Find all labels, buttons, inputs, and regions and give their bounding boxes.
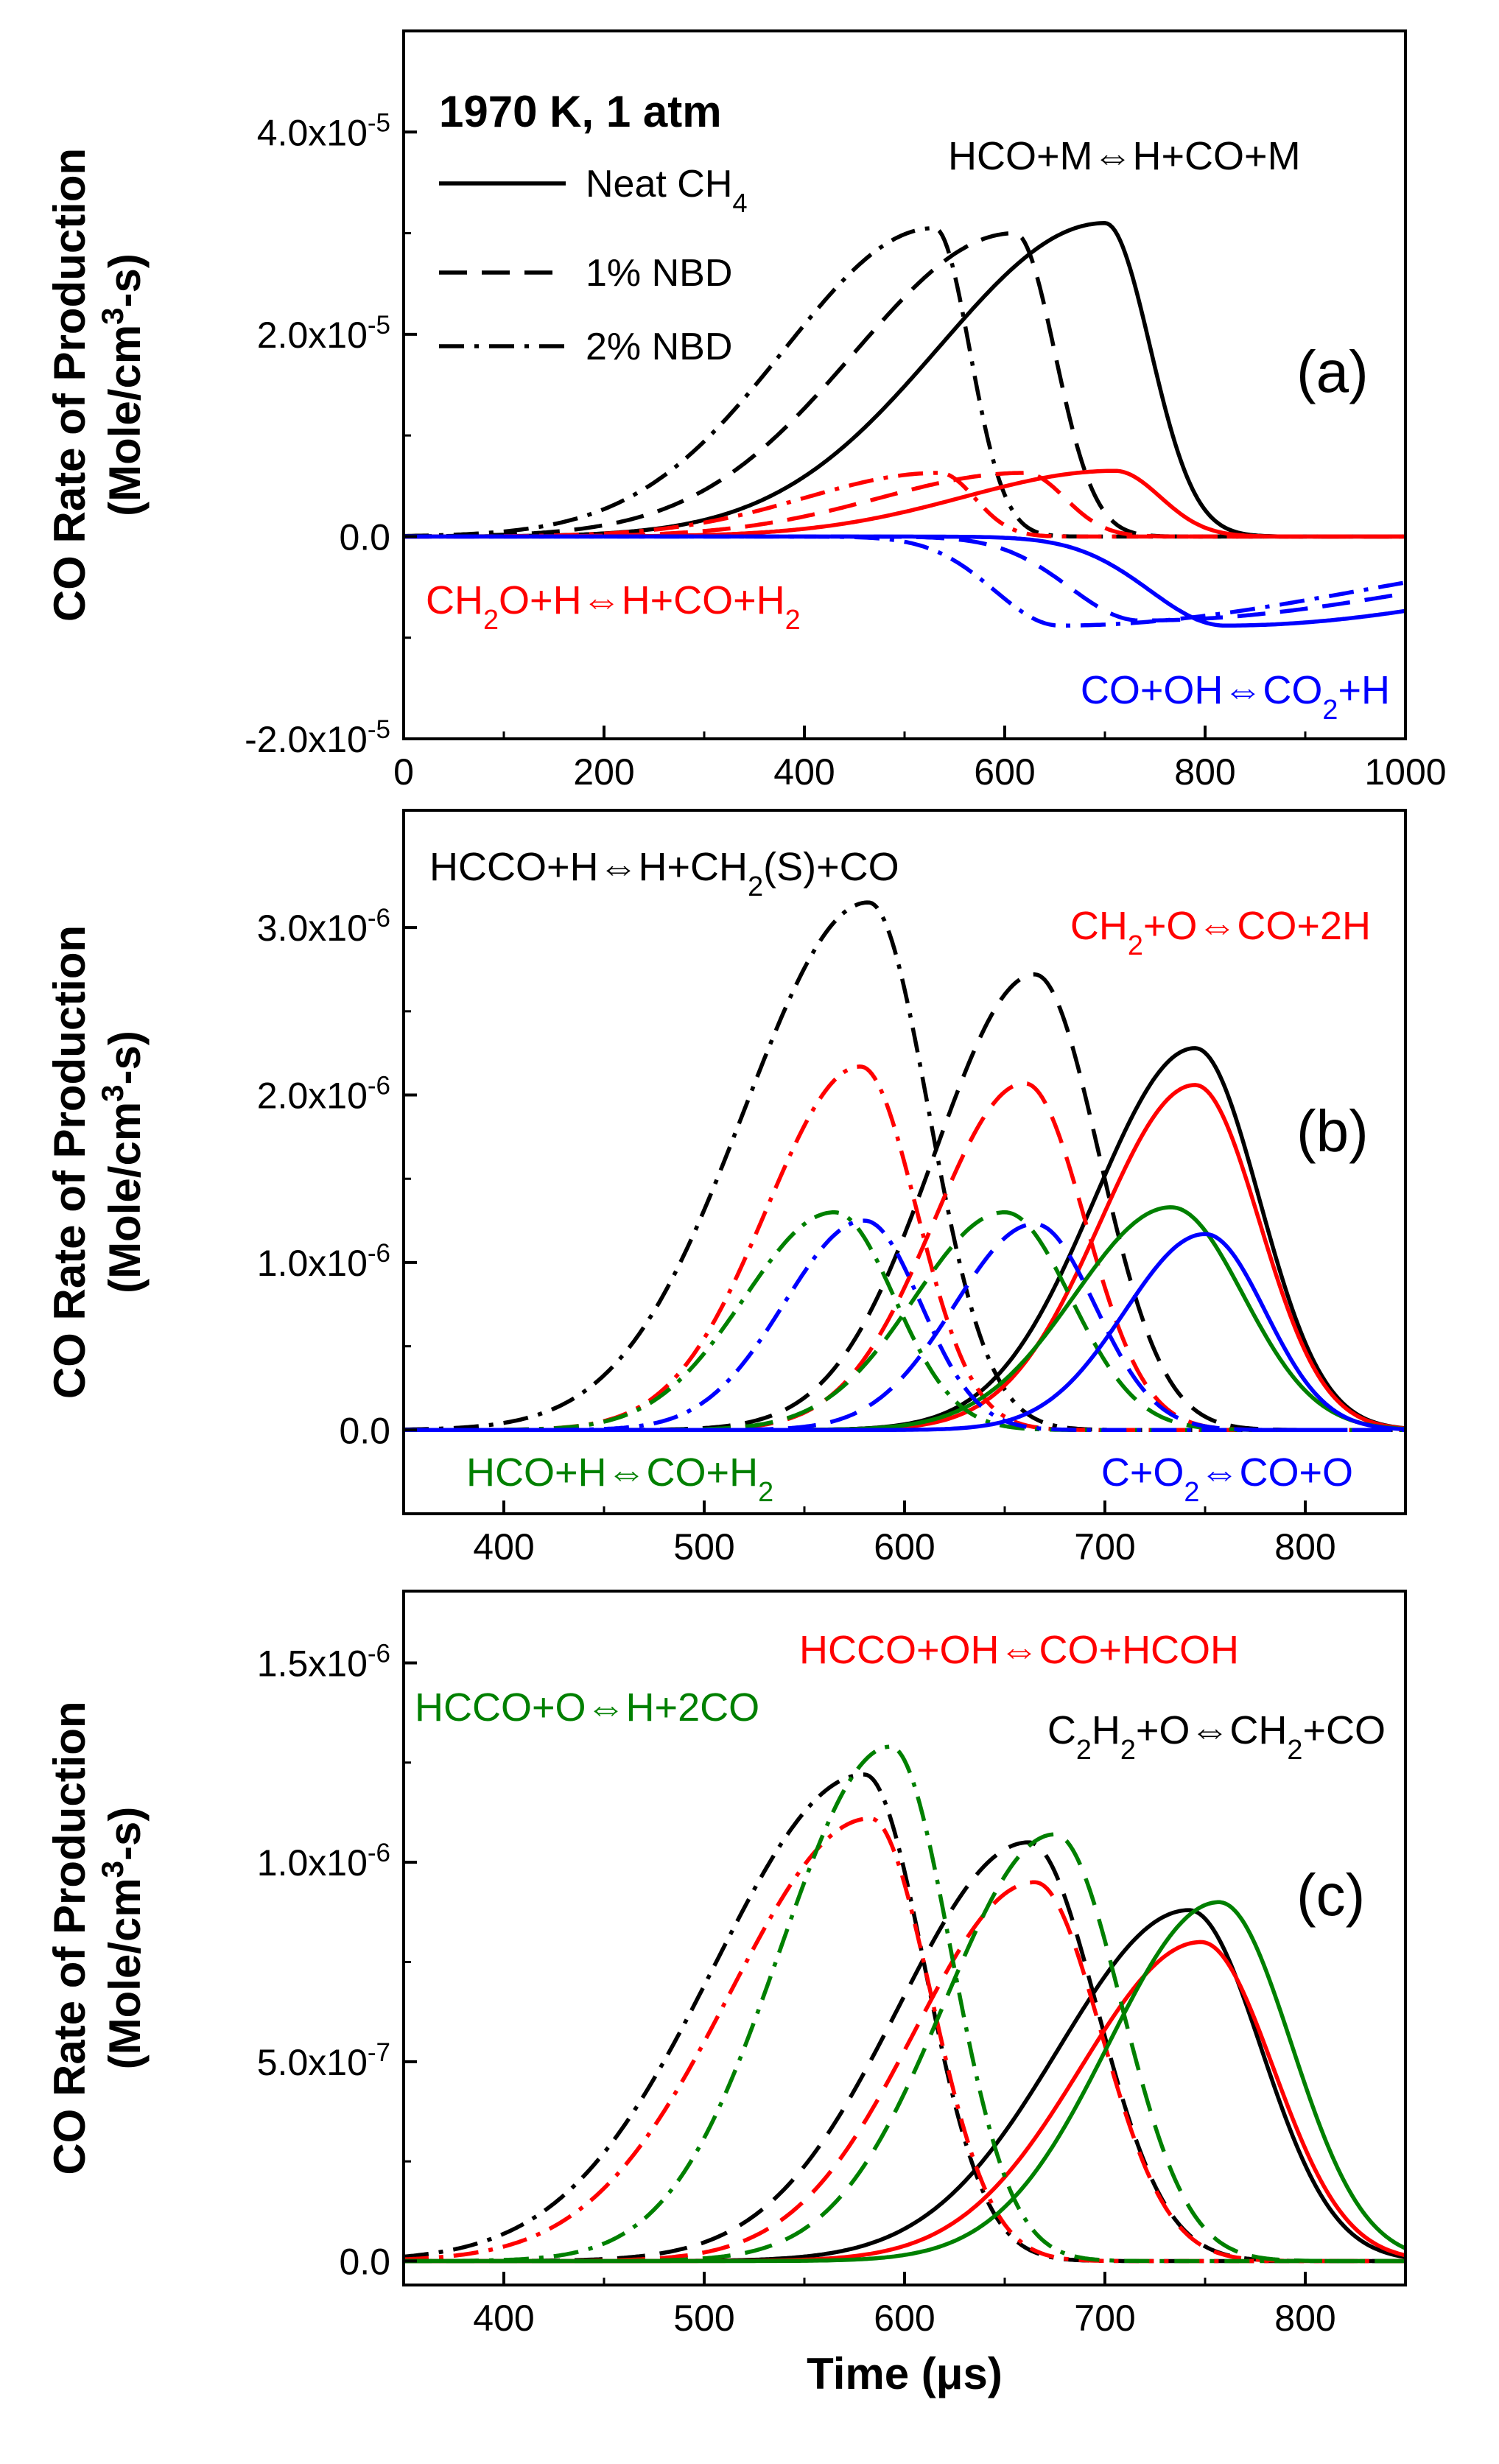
legend-entry-label: Neat CH4 [586,163,748,218]
y-tick-label: 0.0 [339,1410,390,1451]
y-axis-unit-label: (Mole/cm3-s) [95,1807,150,2070]
series-line: HCCO+O⇔H+2CO, Neat CH4 [404,1900,1405,2264]
reaction-annotation: CO+OH⇔CO2+H [1081,668,1390,726]
y-tick-label: 3.0x10-6 [257,904,390,950]
y-axis-label: CO Rate of Production [45,925,94,1399]
legend: 1970 K, 1 atm Neat CH4 1% NBD 2% NBD [439,87,748,368]
y-tick-label: 2.0x10-5 [257,310,390,356]
series-line: CO+OH⇔CO2+H, 2% NBD [404,534,1405,628]
panel-label: (c) [1296,1862,1365,1928]
series-group: HCCO+H⇔H+CH2(S)+CO, Neat CH4HCCO+H⇔H+CH2… [404,900,1405,1433]
y-axis-label: CO Rate of Production [45,148,94,622]
reaction-annotation: C2H2+O⇔CH2+CO [1047,1708,1386,1766]
legend-title: 1970 K, 1 atm [439,87,722,136]
series-line: HCCO+OH⇔CO+HCOH, 1% NBD [404,1880,1405,2264]
x-tick-label: 600 [874,1526,935,1568]
series-line: HCCO+H⇔H+CH2(S)+CO, 1% NBD [404,972,1405,1433]
y-tick-label: 2.0x10-6 [257,1071,390,1117]
x-tick-label: 200 [573,751,634,793]
y-axis-unit-label: (Mole/cm3-s) [95,253,150,516]
reaction-annotation: C+O2⇔CO+O [1101,1450,1353,1508]
x-tick-label: 700 [1074,1526,1135,1568]
panel-label: (a) [1296,339,1369,404]
legend-entry-label: 2% NBD [586,326,732,368]
reaction-annotation: CH2O+H⇔H+CO+H2 [426,578,801,636]
reaction-annotation: HCCO+H⇔H+CH2(S)+CO [429,845,899,902]
y-tick-label: 1.5x10-6 [257,1639,390,1685]
y-axis-unit-label: (Mole/cm3-s) [95,1031,150,1294]
x-tick-label: 800 [1174,751,1235,793]
y-tick-label: -2.0x10-5 [245,715,390,761]
y-axis-label: CO Rate of Production [45,1701,94,2175]
x-tick-label: 1000 [1364,751,1446,793]
x-tick-label: 800 [1274,1526,1335,1568]
panel-b: HCCO+H⇔H+CH2(S)+CO, Neat CH4HCCO+H⇔H+CH2… [45,809,1407,1568]
y-tick-label: 0.0 [339,516,390,558]
reaction-annotation: HCCO+O⇔H+2CO [415,1685,759,1730]
x-tick-label: 500 [673,1526,734,1568]
x-tick-label: 500 [673,2298,734,2339]
x-tick-label: 400 [473,2298,534,2339]
x-tick-label: 400 [773,751,835,793]
legend-entry-label: 1% NBD [586,252,732,295]
series-line: CO+OH⇔CO2+H, 1% NBD [404,534,1405,623]
panel-a: HCO+M⇔H+CO+M, Neat CH4HCO+M⇔H+CO+M, 1% N… [45,29,1447,793]
y-tick-label: 4.0x10-5 [257,108,390,154]
y-tick-label: 1.0x10-6 [257,1839,390,1884]
reaction-annotation: CH2+O⇔CO+2H [1070,904,1371,961]
x-tick-label: 600 [974,751,1035,793]
reaction-annotation: HCO+H⇔CO+H2 [466,1450,773,1508]
series-line: C+O2⇔CO+O, 2% NBD [404,1218,1405,1433]
x-tick-label: 600 [874,2298,935,2339]
y-tick-label: 0.0 [339,2242,390,2283]
x-axis-label: Time (μs) [807,2349,1003,2398]
x-tick-label: 400 [473,1526,534,1568]
series-line: HCO+M⇔H+CO+M, 2% NBD [404,225,1405,539]
y-tick-label: 5.0x10-7 [257,2037,390,2083]
y-tick-label: 1.0x10-6 [257,1238,390,1284]
reaction-annotation: HCCO+OH⇔CO+HCOH [799,1628,1239,1672]
x-tick-label: 0 [393,751,414,793]
x-axis-title: Time (μs) [807,2349,1003,2398]
reaction-annotation: HCO+M⇔H+CO+M [948,134,1301,178]
series-line: HCCO+O⇔H+2CO, 1% NBD [404,1832,1405,2264]
panel-label: (b) [1296,1098,1369,1164]
x-tick-label: 700 [1074,2298,1135,2339]
panel-c: C2H2+O⇔CH2+CO, Neat CH4C2H2+O⇔CH2+CO, 1%… [45,1590,1407,2339]
series-group: HCO+M⇔H+CO+M, Neat CH4HCO+M⇔H+CO+M, 1% N… [404,221,1405,628]
x-tick-label: 800 [1274,2298,1335,2339]
series-line: HCCO+O⇔H+2CO, 2% NBD [404,1744,1405,2264]
series-group: C2H2+O⇔CH2+CO, Neat CH4C2H2+O⇔CH2+CO, 1%… [404,1744,1405,2264]
